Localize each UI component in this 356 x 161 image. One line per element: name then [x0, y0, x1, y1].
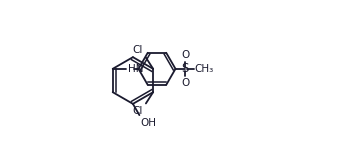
Text: Cl: Cl [132, 45, 143, 55]
Text: Cl: Cl [132, 106, 143, 116]
Text: OH: OH [140, 118, 156, 128]
Text: S: S [182, 62, 189, 75]
Text: O: O [181, 78, 189, 88]
Text: O: O [181, 50, 189, 60]
Text: HN: HN [128, 64, 143, 74]
Text: CH₃: CH₃ [195, 64, 214, 74]
